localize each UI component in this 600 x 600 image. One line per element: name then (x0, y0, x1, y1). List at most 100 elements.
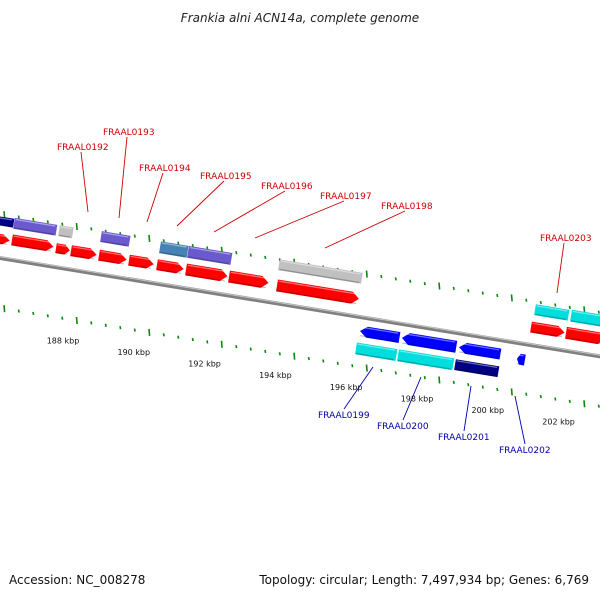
cds-shade (229, 281, 266, 289)
lower-scale-tick (235, 345, 238, 349)
lower-scale-tick (104, 323, 107, 327)
cds-shade (186, 274, 225, 282)
cds-forward (565, 326, 600, 345)
cds-highlight (403, 333, 456, 343)
scale-label: 196 kbp (330, 383, 363, 392)
cds-shape (0, 215, 15, 228)
cds-shape (185, 263, 228, 282)
cds-highlight (189, 246, 231, 255)
forward-gene-label: FRAAL0198 (381, 202, 433, 212)
gene-features (0, 215, 600, 378)
lower-scale-tick (394, 371, 397, 375)
cds-box (454, 359, 500, 378)
cds-highlight (13, 235, 53, 244)
genome-summary-text: Topology: circular; Length: 7,497,934 bp… (259, 573, 589, 587)
lower-scale-tick (583, 400, 586, 408)
cds-shape (187, 245, 233, 265)
lower-scale-tick (17, 309, 20, 313)
cds-forward (55, 243, 70, 255)
lower-scale-tick (496, 387, 499, 392)
lower-scale-tick (307, 356, 310, 361)
upper-scale-tick (539, 300, 542, 305)
cds-shade (566, 337, 600, 345)
scale-label: 202 kbp (542, 418, 575, 427)
reverse-gene-label: FRAAL0202 (499, 446, 551, 456)
reverse-gene-label: FRAAL0201 (438, 433, 490, 443)
upper-scale-tick (17, 215, 20, 219)
cds-forward (98, 249, 127, 265)
cds-shape (276, 279, 359, 304)
upper-scale-tick (467, 289, 470, 293)
cds-shade (517, 362, 523, 365)
cds-highlight (0, 215, 13, 221)
lower-scale-tick (220, 340, 223, 348)
upper-scale-tick (423, 281, 426, 286)
gene-labels: FRAAL0192 FRAAL0193 FRAAL0194 FRAAL0195 FRAA… (57, 128, 592, 456)
cds-box (278, 259, 363, 284)
upper-scale-tick (148, 234, 151, 243)
forward-gene-label: FRAAL0203 (540, 234, 592, 244)
cds-forward (128, 254, 154, 269)
cds-shape (530, 321, 565, 337)
scale-label: 198 kbp (401, 394, 434, 403)
scale-label: 188 kbp (47, 336, 80, 345)
cds-forward (0, 232, 10, 245)
reverse-gene-label: FRAAL0200 (377, 422, 429, 432)
cds-shade (459, 351, 498, 359)
upper-scale-tick (90, 227, 93, 231)
lower-scale-tick (322, 359, 325, 363)
cds-box (187, 245, 233, 265)
lower-scale-tick (264, 349, 267, 354)
forward-gene-label: FRAAL0197 (320, 192, 372, 202)
scale-ticks (3, 211, 600, 408)
cds-highlight (518, 354, 524, 357)
cds-shade (571, 320, 600, 328)
lower-scale-tick (409, 373, 412, 377)
lower-scale-tick (90, 321, 93, 325)
cds-highlight (532, 322, 564, 329)
cds-shape (397, 349, 455, 371)
cds-shape (55, 243, 70, 255)
lower-scale-tick (278, 352, 281, 356)
lower-scale-tick (61, 316, 64, 320)
lower-scale-tick (351, 364, 354, 368)
cds-box (159, 241, 189, 258)
forward-leader-line (118, 136, 128, 219)
scale-label: 200 kbp (471, 406, 504, 415)
cds-shape (98, 249, 127, 265)
upper-scale-tick (177, 241, 180, 245)
cds-shade (0, 240, 8, 245)
cds-shade (360, 335, 397, 343)
cds-shape (459, 342, 502, 360)
forward-gene-label: FRAAL0193 (103, 128, 155, 138)
forward-leader-line (324, 210, 406, 249)
cds-highlight (161, 242, 187, 248)
upper-scale-tick (481, 291, 484, 295)
upper-scale-tick (394, 277, 397, 281)
label-leader-lines (80, 136, 565, 445)
cds-forward (530, 321, 565, 338)
cds-forward (11, 234, 54, 252)
forward-gene-label: FRAAL0194 (139, 164, 191, 174)
cds-highlight (456, 360, 498, 369)
backbone-line (0, 255, 600, 359)
cds-shape (565, 326, 600, 345)
cds-shape (70, 245, 97, 260)
cds-highlight (536, 305, 568, 312)
cds-box (13, 217, 58, 236)
cds-shape (355, 342, 398, 361)
cds-shape (278, 259, 363, 284)
cds-shade (402, 342, 454, 353)
reverse-leader-line (514, 395, 526, 445)
upper-scale-tick (597, 310, 600, 314)
cds-shade (535, 313, 566, 320)
lower-scale-tick (249, 347, 252, 351)
forward-gene-label: FRAAL0195 (200, 172, 252, 182)
cds-shape (58, 225, 74, 239)
upper-scale-tick (510, 294, 513, 302)
upper-scale-tick (264, 255, 267, 260)
cds-forward (228, 270, 269, 289)
cds-shape (570, 309, 600, 329)
cds-shade (531, 331, 562, 338)
cds-shade (188, 256, 229, 265)
